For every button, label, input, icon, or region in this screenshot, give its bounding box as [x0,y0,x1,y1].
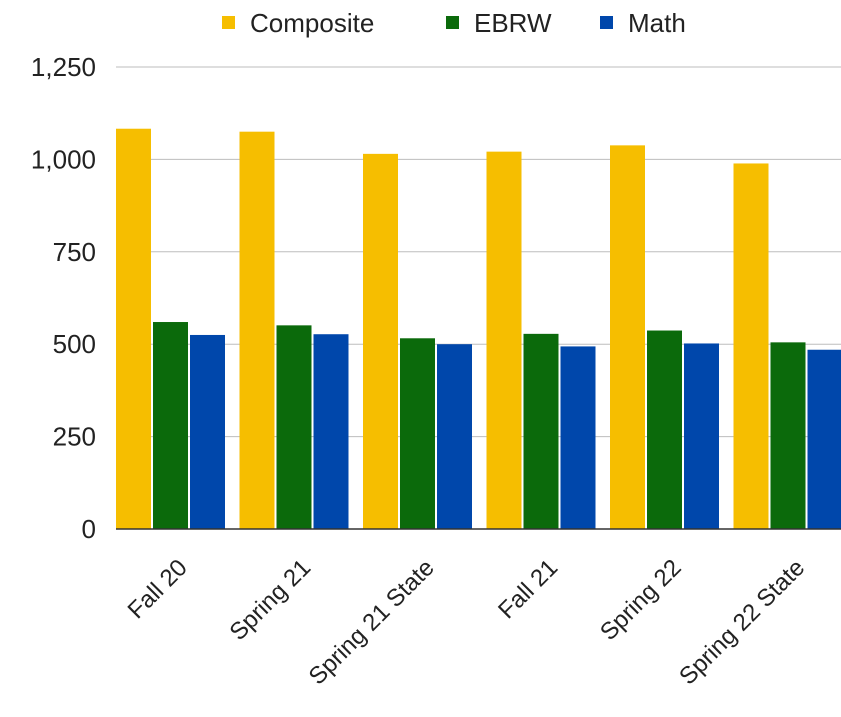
legend-label-math: Math [628,8,686,38]
bar-composite-4 [487,152,522,529]
bar-composite-1 [116,129,151,529]
bar-composite-3 [363,154,398,529]
bar-math-3 [437,344,472,529]
bar-math-4 [561,346,596,529]
bar-ebrw-5 [647,331,682,529]
bar-composite-6 [734,163,769,529]
legend-swatch-math [600,16,613,29]
bar-ebrw-4 [524,334,559,529]
x-tick-label: Spring 21 [224,554,316,646]
bar-math-5 [684,343,719,529]
y-tick-label: 250 [53,422,96,452]
y-tick-label: 1,000 [31,144,96,174]
bar-math-2 [314,334,349,529]
y-tick-label: 500 [53,329,96,359]
x-tick-label: Spring 21 State [304,554,440,690]
y-tick-label: 1,250 [31,52,96,82]
x-tick-label: Fall 20 [123,554,193,624]
legend: Composite EBRW Math [222,8,686,38]
x-tick-label: Spring 22 State [674,554,810,690]
bar-composite-2 [240,132,275,529]
legend-label-composite: Composite [250,8,374,38]
bar-ebrw-6 [771,342,806,529]
bar-math-6 [808,350,841,529]
bar-math-1 [190,335,225,529]
bar-ebrw-1 [153,322,188,529]
y-tick-label: 750 [53,237,96,267]
bar-ebrw-2 [277,325,312,529]
y-axis-ticks: 0 250 500 750 1,000 1,250 [31,52,96,544]
bar-composite-5 [610,145,645,529]
bars [116,129,841,529]
legend-swatch-composite [222,16,235,29]
legend-label-ebrw: EBRW [474,8,552,38]
y-tick-label: 0 [82,514,96,544]
bar-ebrw-3 [400,338,435,529]
x-tick-label: Spring 22 [595,554,687,646]
legend-swatch-ebrw [446,16,459,29]
x-tick-label: Fall 21 [493,554,563,624]
